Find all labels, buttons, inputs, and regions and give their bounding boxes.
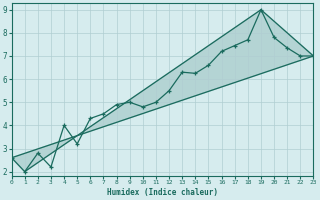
X-axis label: Humidex (Indice chaleur): Humidex (Indice chaleur) [107, 188, 218, 197]
Polygon shape [12, 10, 314, 172]
